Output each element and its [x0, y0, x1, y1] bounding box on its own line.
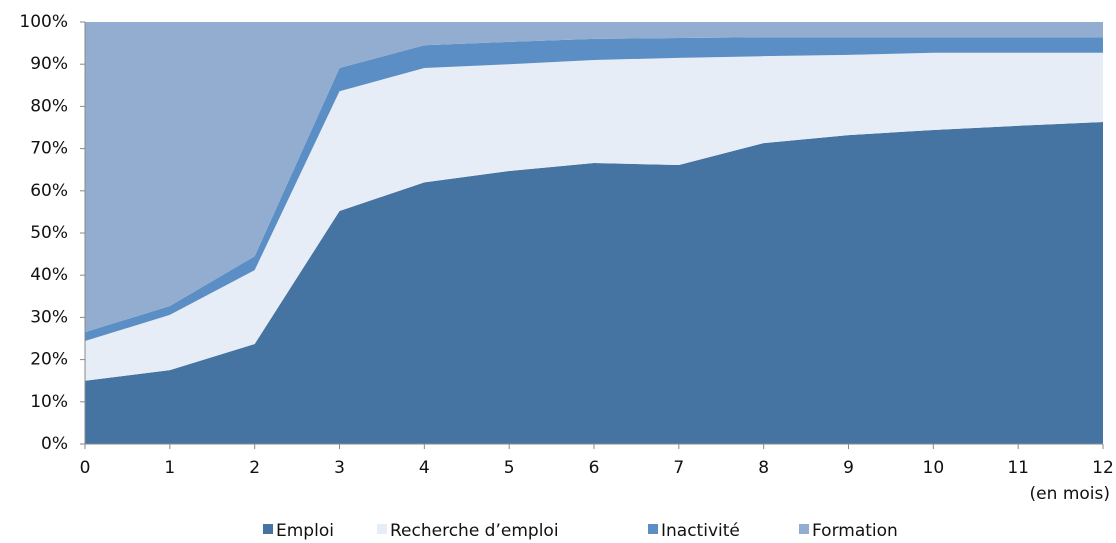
y-tick-label: 50%: [30, 223, 68, 243]
x-tick-label: 6: [589, 458, 600, 478]
legend-label: Formation: [812, 521, 898, 541]
y-tick-label: 40%: [30, 265, 68, 285]
legend-swatch: [263, 524, 273, 534]
x-tick-label: 2: [249, 458, 260, 478]
x-tick-label: 0: [80, 458, 91, 478]
x-tick-label: 10: [923, 458, 945, 478]
legend-label: Inactivité: [661, 521, 740, 541]
x-tick-label: 8: [758, 458, 769, 478]
y-tick-label: 30%: [30, 307, 68, 327]
legend-swatch: [799, 524, 809, 534]
area: [85, 52, 1103, 381]
area: [85, 22, 1103, 333]
legend-label: Recherche d’emploi: [390, 521, 559, 541]
x-tick-label: 4: [419, 458, 430, 478]
y-tick-label: 90%: [30, 54, 68, 74]
area: [85, 122, 1103, 444]
legend-swatch: [377, 524, 387, 534]
area: [85, 37, 1103, 342]
y-tick-label: 80%: [30, 96, 68, 116]
x-tick-label: 3: [334, 458, 345, 478]
x-tick-label: 9: [843, 458, 854, 478]
y-tick-label: 70%: [30, 139, 68, 159]
x-tick-label: 7: [673, 458, 684, 478]
legend-swatch: [648, 524, 658, 534]
y-tick-label: 0%: [41, 434, 68, 454]
x-tick-label: 1: [164, 458, 175, 478]
x-axis-label: (en mois): [1030, 484, 1110, 504]
y-tick-label: 20%: [30, 350, 68, 370]
x-tick-label: 12: [1092, 458, 1114, 478]
x-tick-label: 11: [1007, 458, 1029, 478]
x-tick-label: 5: [504, 458, 515, 478]
legend-label: Emploi: [276, 521, 334, 541]
y-tick-label: 100%: [19, 12, 68, 32]
y-tick-label: 10%: [30, 392, 68, 412]
y-tick-label: 60%: [30, 181, 68, 201]
